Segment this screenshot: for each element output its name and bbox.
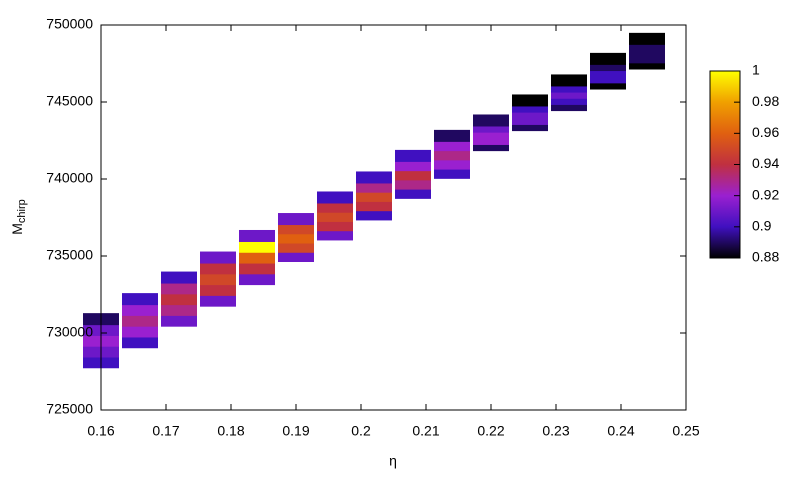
cell — [161, 282, 197, 295]
colorbar-tick-label: 0.98 — [752, 93, 779, 109]
cell — [356, 208, 392, 221]
x-tick-label: 0.25 — [672, 423, 699, 439]
cell — [239, 229, 275, 242]
x-tick-label: 0.24 — [607, 423, 634, 439]
cell — [434, 157, 470, 170]
cell — [239, 240, 275, 253]
cell — [317, 219, 353, 232]
cell — [122, 293, 158, 306]
colorbar-tick-label: 0.88 — [752, 249, 779, 265]
cell — [122, 336, 158, 349]
cell — [278, 231, 314, 244]
cell — [200, 283, 236, 296]
x-tick-label: 0.19 — [282, 423, 309, 439]
cell — [395, 168, 431, 181]
cell — [278, 213, 314, 226]
y-label-sub: chirp — [16, 199, 28, 223]
y-tick-label: 745000 — [46, 93, 93, 109]
cell — [590, 52, 626, 65]
plot-frame — [100, 24, 687, 411]
y-tick-label: 750000 — [46, 16, 93, 32]
x-tick-label: 0.17 — [152, 423, 179, 439]
x-tick-label: 0.2 — [351, 423, 371, 439]
y-axis-label: Mchirp — [9, 199, 28, 235]
cell — [200, 273, 236, 286]
colorbar-tick-label: 0.94 — [752, 155, 779, 171]
x-tick-label: 0.18 — [217, 423, 244, 439]
cell — [161, 303, 197, 316]
cell — [434, 148, 470, 161]
cell — [434, 139, 470, 152]
cell — [122, 314, 158, 327]
cell — [317, 228, 353, 241]
y-tick-label: 725000 — [46, 401, 93, 417]
cell — [317, 191, 353, 204]
cell — [512, 94, 548, 107]
colorbar-tick-label: 1 — [752, 62, 760, 78]
cell — [551, 74, 587, 87]
cell — [161, 293, 197, 306]
cell — [200, 262, 236, 275]
cell — [122, 325, 158, 338]
y-label-main: M — [9, 223, 25, 235]
cell — [239, 262, 275, 275]
cell — [356, 180, 392, 193]
cell — [395, 186, 431, 199]
y-tick-label: 735000 — [46, 247, 93, 263]
cell — [161, 314, 197, 327]
y-tick-label: 740000 — [46, 170, 93, 186]
x-tick-label: 0.21 — [412, 423, 439, 439]
cell — [395, 149, 431, 162]
cell — [278, 250, 314, 262]
cell — [356, 199, 392, 212]
cell — [200, 251, 236, 264]
cell — [434, 129, 470, 142]
cell — [239, 251, 275, 264]
colorbar-tick-label: 0.92 — [752, 186, 779, 202]
y-tick-label: 730000 — [46, 324, 93, 340]
cell — [473, 114, 509, 127]
cell — [356, 171, 392, 184]
x-axis-label: η — [389, 453, 397, 469]
colorbar-tick-label: 0.96 — [752, 124, 779, 140]
x-tick-label: 0.23 — [542, 423, 569, 439]
cell — [629, 32, 665, 45]
cell — [434, 166, 470, 179]
cell — [239, 273, 275, 286]
cell — [278, 222, 314, 235]
x-tick-label: 0.16 — [87, 423, 114, 439]
cell — [395, 177, 431, 190]
cell — [395, 159, 431, 172]
plot-marks — [83, 32, 665, 369]
cell — [278, 240, 314, 253]
cell — [317, 209, 353, 222]
cell — [356, 189, 392, 202]
cell — [122, 303, 158, 316]
cell — [317, 200, 353, 213]
colorbar-tick-label: 0.9 — [752, 218, 772, 234]
x-tick-label: 0.22 — [477, 423, 504, 439]
cell — [161, 271, 197, 284]
cell — [200, 294, 236, 307]
